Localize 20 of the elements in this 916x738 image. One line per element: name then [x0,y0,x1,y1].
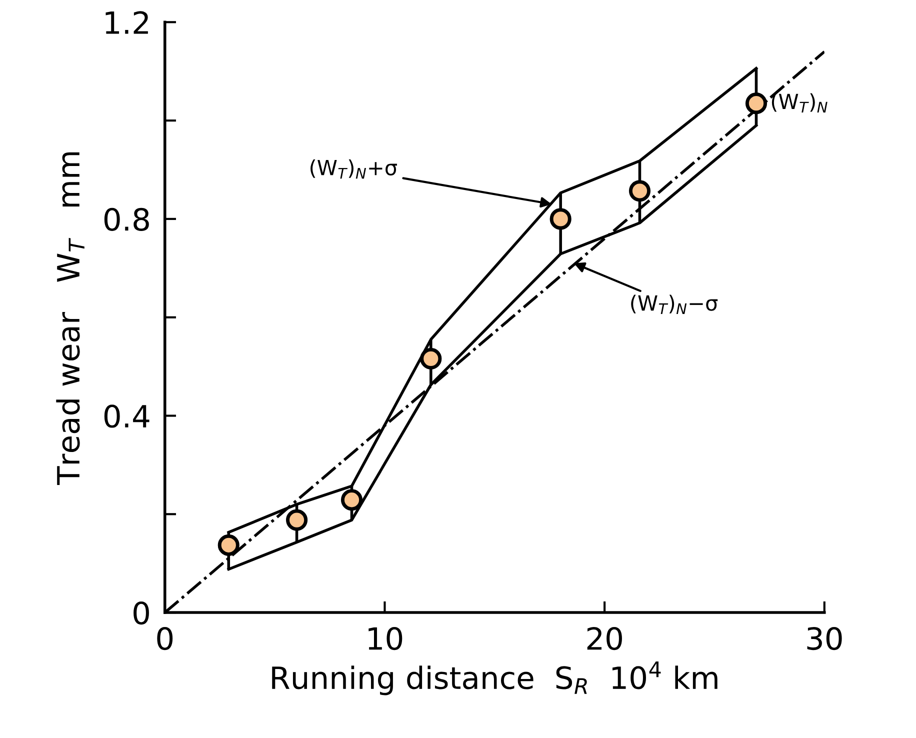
x-tick-label: 0 [157,626,173,650]
point [340,489,363,511]
x-tick-label: 30 [807,626,842,650]
annotation: (W$_{T}$)$_{N}$ [772,93,828,112]
text: Tread wear W$_{T}$ mm [56,152,84,486]
y-tick-label: 0.4 [104,404,150,428]
y-tick-label: 1.2 [106,11,148,34]
annotation: (W$_{T}$)$_{N}$+σ [310,159,398,179]
point [420,348,442,370]
point [218,534,240,556]
y-tick-label: 0 [134,601,149,625]
y-tick-label: 0.8 [104,208,149,231]
x-axis-title: Running distance S$_{R}$ 10$^{4}$ km [272,662,718,696]
point [628,180,651,202]
point [745,92,768,114]
point [550,208,572,230]
annotation: (W$_{T}$)$_{N}$−σ [631,294,718,314]
x-tick-label: 20 [587,626,622,650]
point [286,509,308,531]
x-tick-label: 10 [368,626,402,650]
